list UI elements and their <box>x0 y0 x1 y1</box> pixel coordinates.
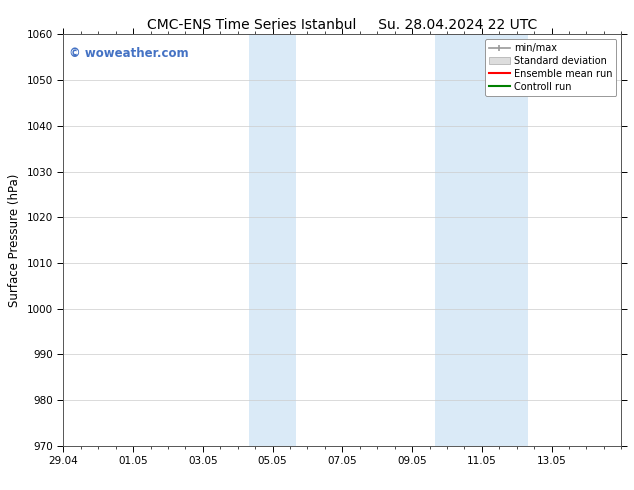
Text: © woweather.com: © woweather.com <box>69 47 188 60</box>
Bar <box>249 34 296 446</box>
Bar <box>436 34 482 446</box>
Title: CMC-ENS Time Series Istanbul     Su. 28.04.2024 22 UTC: CMC-ENS Time Series Istanbul Su. 28.04.2… <box>147 18 538 32</box>
Bar <box>482 34 528 446</box>
Y-axis label: Surface Pressure (hPa): Surface Pressure (hPa) <box>8 173 21 307</box>
Legend: min/max, Standard deviation, Ensemble mean run, Controll run: min/max, Standard deviation, Ensemble me… <box>485 39 616 96</box>
